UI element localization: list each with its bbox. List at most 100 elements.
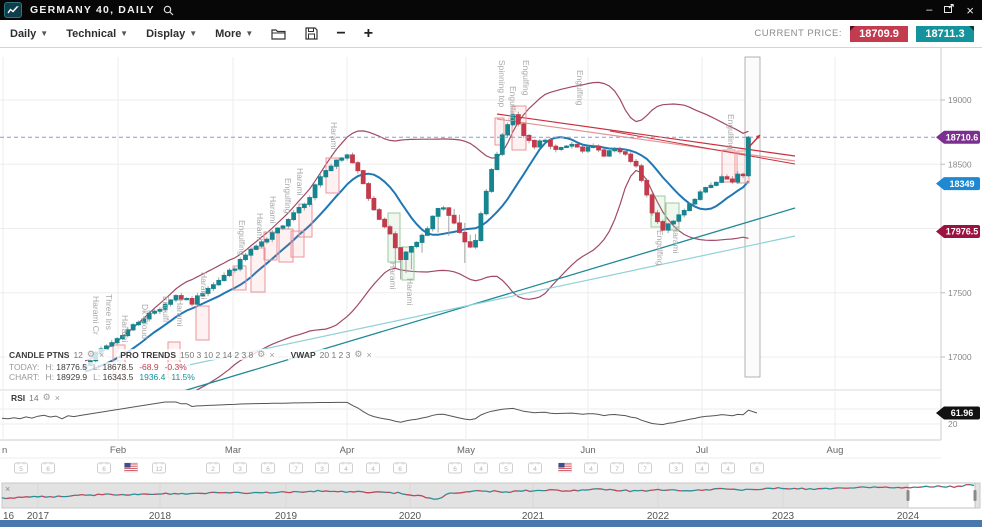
candle[interactable]: [681, 210, 687, 216]
candle[interactable]: [211, 284, 216, 289]
event-calendar-icon[interactable]: 3: [233, 462, 247, 474]
candle[interactable]: [617, 148, 623, 153]
candle[interactable]: [227, 269, 232, 276]
candle[interactable]: [382, 218, 388, 228]
candle[interactable]: [457, 222, 462, 233]
event-markers-row[interactable]: 5 6 6 12 2 3 6 7 3 4 4 6 6 4 5 4 4 7 7 3 4 4 6: [14, 462, 764, 474]
candle[interactable]: [446, 207, 452, 216]
candle[interactable]: [141, 318, 147, 323]
close-icon[interactable]: ×: [366, 349, 372, 360]
candle[interactable]: [296, 207, 302, 214]
event-calendar-icon[interactable]: 6: [750, 462, 764, 474]
candle[interactable]: [564, 145, 569, 148]
minimize-button[interactable]: –: [926, 3, 933, 16]
candle[interactable]: [719, 176, 725, 183]
candle[interactable]: [216, 279, 222, 286]
us-flag-icon[interactable]: [124, 462, 138, 473]
candle[interactable]: [558, 146, 564, 150]
candle[interactable]: [259, 241, 264, 247]
candle[interactable]: [649, 194, 655, 214]
zoom-in-button[interactable]: +: [363, 24, 374, 42]
candle[interactable]: [596, 145, 602, 151]
navigator-handle[interactable]: [973, 490, 977, 501]
candle[interactable]: [441, 207, 446, 210]
candle[interactable]: [708, 184, 714, 189]
candle[interactable]: [526, 134, 532, 141]
gear-icon[interactable]: ⚙: [354, 349, 363, 359]
candle[interactable]: [152, 310, 157, 314]
candle[interactable]: [601, 149, 607, 157]
candle[interactable]: [200, 292, 206, 297]
event-calendar-icon[interactable]: 4: [339, 462, 353, 474]
event-calendar-icon[interactable]: 4: [695, 462, 709, 474]
candle[interactable]: [334, 159, 339, 167]
candle[interactable]: [655, 212, 660, 223]
candle[interactable]: [494, 153, 500, 171]
close-window-button[interactable]: ×: [966, 2, 974, 18]
candle[interactable]: [318, 176, 323, 186]
candle[interactable]: [735, 173, 741, 183]
candle[interactable]: [371, 197, 377, 211]
menu-technical[interactable]: Technical ▼: [66, 27, 129, 40]
candle[interactable]: [253, 245, 259, 250]
chart-plot-area[interactable]: [82, 81, 796, 402]
candle[interactable]: [628, 153, 634, 162]
event-calendar-icon[interactable]: 6: [261, 462, 275, 474]
candle[interactable]: [312, 184, 318, 199]
candle[interactable]: [687, 203, 692, 212]
candle[interactable]: [483, 190, 489, 215]
candle[interactable]: [499, 134, 505, 155]
event-calendar-icon[interactable]: 5: [14, 462, 28, 474]
candle[interactable]: [462, 231, 468, 243]
event-calendar-icon[interactable]: 4: [366, 462, 380, 474]
event-calendar-icon[interactable]: 2: [206, 462, 220, 474]
candle[interactable]: [398, 247, 404, 260]
event-calendar-icon[interactable]: 7: [638, 462, 652, 474]
event-calendar-icon[interactable]: 5: [499, 462, 513, 474]
candle[interactable]: [639, 165, 644, 181]
navigator-handle[interactable]: [906, 490, 910, 501]
candle[interactable]: [285, 218, 291, 227]
candle[interactable]: [280, 225, 286, 229]
candle[interactable]: [248, 248, 254, 256]
open-folder-icon[interactable]: [271, 28, 287, 40]
event-calendar-icon[interactable]: 7: [610, 462, 624, 474]
event-calendar-icon[interactable]: 3: [315, 462, 329, 474]
gear-icon[interactable]: ⚙: [42, 392, 51, 402]
save-icon[interactable]: [305, 27, 318, 40]
candle[interactable]: [408, 245, 414, 253]
menu-display[interactable]: Display ▼: [146, 27, 198, 40]
candle[interactable]: [178, 295, 184, 300]
candle[interactable]: [746, 136, 751, 177]
candle[interactable]: [473, 240, 478, 248]
menu-more[interactable]: More ▼: [215, 27, 254, 40]
candle[interactable]: [194, 295, 200, 305]
candle[interactable]: [489, 169, 495, 192]
candle[interactable]: [146, 312, 152, 320]
candle[interactable]: [537, 140, 543, 148]
candle[interactable]: [328, 165, 334, 172]
candle[interactable]: [366, 183, 371, 199]
candle[interactable]: [301, 203, 307, 209]
candle[interactable]: [339, 157, 345, 161]
event-calendar-icon[interactable]: 4: [528, 462, 542, 474]
candle[interactable]: [291, 212, 297, 220]
close-icon[interactable]: ×: [54, 392, 60, 403]
event-calendar-icon[interactable]: 6: [97, 462, 111, 474]
candle[interactable]: [644, 179, 650, 196]
candle[interactable]: [660, 221, 666, 231]
event-calendar-icon[interactable]: 6: [448, 462, 462, 474]
event-calendar-icon[interactable]: 4: [474, 462, 488, 474]
candle[interactable]: [515, 114, 521, 125]
candle[interactable]: [542, 139, 548, 142]
candle[interactable]: [676, 214, 682, 222]
candle[interactable]: [532, 139, 537, 148]
candle[interactable]: [467, 241, 473, 248]
candle[interactable]: [221, 274, 227, 281]
candle[interactable]: [136, 321, 141, 326]
candle[interactable]: [264, 238, 270, 243]
candle[interactable]: [269, 232, 275, 240]
candle[interactable]: [173, 295, 179, 301]
event-calendar-icon[interactable]: 12: [152, 462, 166, 474]
